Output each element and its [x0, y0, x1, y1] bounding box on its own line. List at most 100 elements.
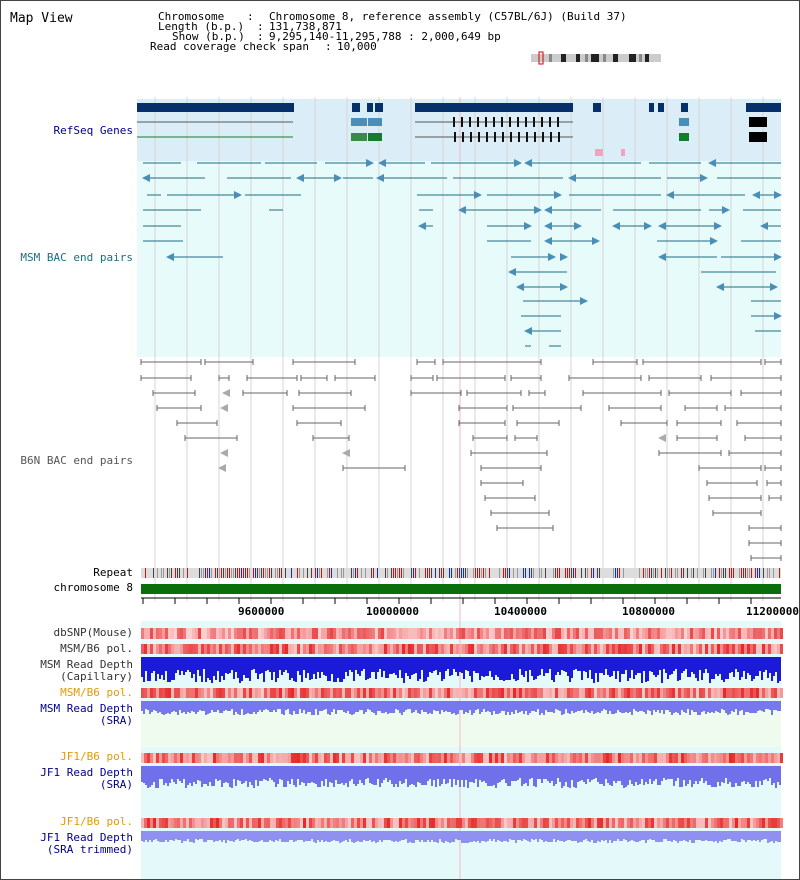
- msm-capillary-depth-bar: [447, 657, 449, 669]
- jf1-trim-depth-bar: [477, 831, 479, 841]
- msm-sra-depth-bar: [675, 701, 677, 712]
- track-label-msm-bac[interactable]: MSM BAC end pairs: [20, 251, 133, 264]
- msm-pol-cell: [360, 688, 363, 698]
- jf1-sra-depth-bar: [717, 766, 719, 782]
- jf1-pol-cell: [519, 753, 522, 763]
- track-label-jf1-pol-2: JF1/B6 pol.: [60, 815, 133, 828]
- msm-pol-cell: [402, 644, 405, 654]
- jf1-pol-cell: [486, 818, 489, 828]
- jf1-trim-depth-bar: [551, 831, 553, 842]
- msm-capillary-depth-bar: [459, 657, 461, 672]
- jf1-pol-cell: [435, 818, 438, 828]
- jf1-trim-depth-bar: [493, 831, 495, 839]
- msm-sra-depth-bar: [421, 701, 423, 710]
- msm-sra-depth-bar: [677, 701, 679, 713]
- dbsnp-cell: [363, 628, 366, 639]
- dbsnp-cell: [243, 628, 246, 639]
- msm-pol-cell: [231, 644, 234, 654]
- track-label-repeat: Repeat: [93, 566, 133, 579]
- jf1-trim-depth-bar: [213, 831, 215, 842]
- jf1-trim-depth-bar: [195, 831, 197, 839]
- track-label-b6n-bac[interactable]: B6N BAC end pairs: [20, 454, 133, 467]
- jf1-pol-cell: [471, 818, 474, 828]
- msm-sra-depth-bar: [417, 701, 419, 713]
- msm-capillary-depth-bar: [337, 657, 339, 678]
- jf1-sra-depth-bar: [363, 766, 365, 785]
- msm-pol-cell: [558, 644, 561, 654]
- jf1-trim-depth-bar: [273, 831, 275, 842]
- msm-capillary-depth-bar: [477, 657, 479, 673]
- msm-capillary-depth-bar: [463, 657, 465, 679]
- msm-capillary-depth-bar: [715, 657, 717, 674]
- msm-sra-depth-bar: [325, 701, 327, 709]
- jf1-pol-cell: [669, 753, 672, 763]
- jf1-pol-cell: [525, 818, 528, 828]
- msm-sra-depth-bar: [423, 701, 425, 712]
- jf1-pol-cell: [768, 753, 771, 763]
- track-label-refseq[interactable]: RefSeq Genes: [53, 124, 133, 137]
- jf1-sra-depth-bar: [583, 766, 585, 782]
- jf1-pol-cell: [729, 818, 732, 828]
- repeat-element: [767, 568, 768, 578]
- msm-sra-depth-bar: [715, 701, 717, 711]
- msm-pol-cell: [417, 688, 420, 698]
- jf1-pol-cell: [540, 753, 543, 763]
- msm-pol-cell: [690, 644, 693, 654]
- jf1-trim-depth-bar: [455, 831, 457, 839]
- msm-capillary-depth-bar: [315, 657, 317, 679]
- repeat-element: [257, 568, 258, 578]
- repeat-element: [163, 568, 164, 578]
- jf1-sra-depth-bar: [305, 766, 307, 786]
- msm-pol-cell: [312, 688, 315, 698]
- jf1-sra-depth-bar: [373, 766, 375, 785]
- jf1-trim-depth-bar: [231, 831, 233, 841]
- msm-capillary-depth-bar: [181, 657, 183, 671]
- msm-capillary-depth-bar: [405, 657, 407, 673]
- repeat-element: [207, 568, 208, 578]
- jf1-pol-cell: [387, 753, 390, 763]
- msm-pol-cell: [531, 644, 534, 654]
- msm-capillary-depth-bar: [559, 657, 561, 675]
- msm-sra-depth-bar: [777, 701, 779, 711]
- msm-sra-depth-bar: [517, 701, 519, 713]
- jf1-sra-depth-bar: [181, 766, 183, 783]
- msm-capillary-depth-bar: [247, 657, 249, 678]
- jf1-pol-cell: [540, 818, 543, 828]
- msm-pol-cell: [255, 644, 258, 654]
- jf1-sra-depth-bar: [401, 766, 403, 784]
- jf1-sra-depth-bar: [219, 766, 221, 780]
- refseq-gene-block: [746, 103, 781, 112]
- repeat-element: [285, 568, 286, 578]
- jf1-trim-depth-bar: [693, 831, 695, 843]
- msm-sra-depth-bar: [455, 701, 457, 715]
- jf1-sra-depth-bar: [569, 766, 571, 788]
- msm-capillary-depth-bar: [677, 657, 679, 681]
- msm-capillary-depth-bar: [313, 657, 315, 674]
- msm-sra-depth-bar: [233, 701, 235, 715]
- refseq-exon: [679, 118, 689, 126]
- jf1-trim-depth-bar: [573, 831, 575, 841]
- jf1-pol-cell: [453, 818, 456, 828]
- repeat-element: [205, 568, 206, 578]
- msm-sra-depth-bar: [405, 701, 407, 710]
- msm-capillary-depth-bar: [739, 657, 741, 680]
- repeat-element: [167, 568, 168, 578]
- msm-capillary-depth-bar: [735, 657, 737, 669]
- msm-bac-end: [142, 174, 150, 182]
- msm-pol-cell: [582, 644, 585, 654]
- dbsnp-cell: [753, 628, 756, 639]
- refseq-exon: [454, 132, 456, 142]
- msm-pol-cell: [246, 644, 249, 654]
- repeat-element: [235, 568, 236, 578]
- msm-bac-end: [700, 174, 708, 182]
- dbsnp-cell: [495, 628, 498, 639]
- dbsnp-cell: [762, 628, 765, 639]
- msm-pol-cell: [492, 688, 495, 698]
- repeat-element: [455, 568, 456, 578]
- jf1-pol-cell: [225, 818, 228, 828]
- track-label-dbsnp: dbSNP(Mouse): [53, 626, 133, 639]
- msm-pol-cell: [357, 644, 360, 654]
- msm-pol-cell: [699, 644, 702, 654]
- dbsnp-cell: [198, 628, 201, 639]
